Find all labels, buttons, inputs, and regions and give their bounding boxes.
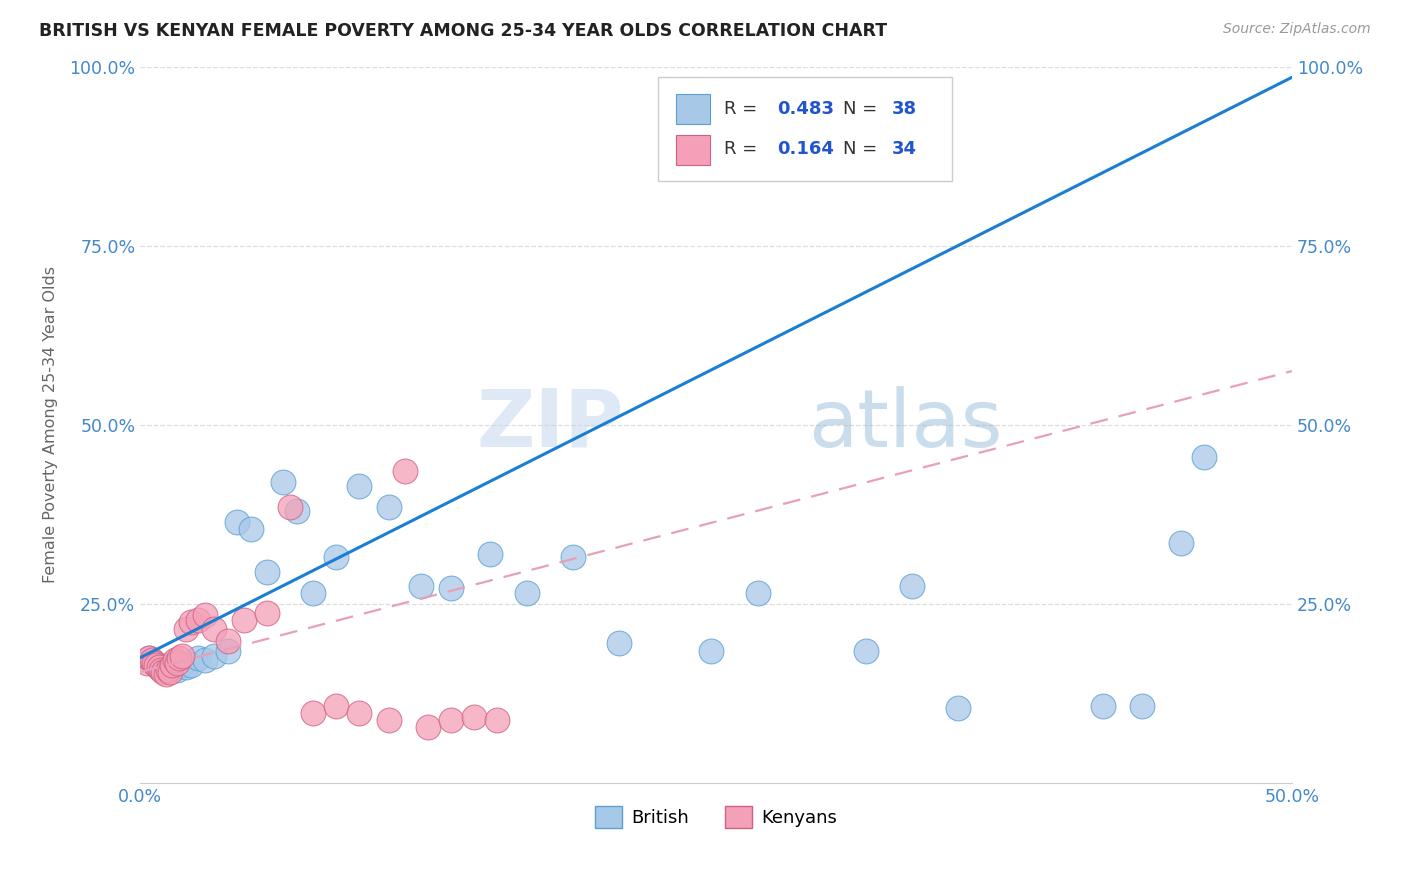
Text: 0.164: 0.164 bbox=[778, 140, 834, 158]
Text: R =: R = bbox=[724, 100, 763, 118]
Point bbox=[607, 636, 630, 650]
Point bbox=[141, 653, 163, 667]
Point bbox=[411, 579, 433, 593]
Point bbox=[145, 657, 167, 672]
Point bbox=[347, 706, 370, 720]
Point bbox=[174, 622, 197, 636]
Point bbox=[180, 615, 202, 629]
Point bbox=[562, 550, 585, 565]
Point bbox=[440, 581, 463, 595]
Point bbox=[1194, 450, 1216, 464]
Point bbox=[463, 710, 485, 724]
Point bbox=[325, 550, 347, 565]
Point bbox=[217, 634, 239, 648]
Point bbox=[479, 547, 502, 561]
Bar bbox=[676, 94, 710, 124]
Point bbox=[159, 665, 181, 679]
Point bbox=[271, 475, 294, 490]
Text: BRITISH VS KENYAN FEMALE POVERTY AMONG 25-34 YEAR OLDS CORRELATION CHART: BRITISH VS KENYAN FEMALE POVERTY AMONG 2… bbox=[39, 22, 887, 40]
Point bbox=[152, 665, 174, 679]
Point bbox=[239, 522, 262, 536]
Point bbox=[163, 653, 186, 667]
Point bbox=[187, 650, 209, 665]
Point bbox=[418, 720, 440, 734]
Point bbox=[155, 667, 177, 681]
Point bbox=[180, 657, 202, 672]
Point bbox=[143, 656, 166, 670]
Point bbox=[143, 656, 166, 670]
Point bbox=[136, 656, 159, 670]
Point bbox=[325, 698, 347, 713]
Point bbox=[166, 656, 188, 670]
Point bbox=[170, 648, 193, 663]
FancyBboxPatch shape bbox=[658, 78, 952, 181]
Point bbox=[394, 464, 416, 478]
Text: 38: 38 bbox=[893, 100, 917, 118]
Point bbox=[226, 515, 249, 529]
Point bbox=[152, 663, 174, 677]
Point bbox=[162, 660, 184, 674]
Point bbox=[232, 613, 254, 627]
Point bbox=[194, 653, 217, 667]
Point bbox=[855, 643, 877, 657]
Point bbox=[378, 500, 401, 515]
Point bbox=[1130, 698, 1153, 713]
Point bbox=[1092, 698, 1115, 713]
Point bbox=[156, 663, 179, 677]
Point bbox=[202, 622, 225, 636]
Point bbox=[149, 663, 172, 677]
Text: ZIP: ZIP bbox=[477, 386, 624, 464]
Point bbox=[516, 586, 538, 600]
Point bbox=[302, 706, 325, 720]
Point bbox=[194, 607, 217, 622]
Text: atlas: atlas bbox=[808, 386, 1002, 464]
Point bbox=[217, 643, 239, 657]
Text: R =: R = bbox=[724, 140, 763, 158]
Text: 34: 34 bbox=[893, 140, 917, 158]
Point bbox=[256, 565, 278, 579]
Point bbox=[162, 657, 184, 672]
Point bbox=[1170, 536, 1192, 550]
Point bbox=[700, 643, 723, 657]
Point bbox=[285, 504, 308, 518]
Text: 0.483: 0.483 bbox=[778, 100, 834, 118]
Point bbox=[747, 586, 769, 600]
Point bbox=[440, 713, 463, 727]
Point bbox=[138, 650, 160, 665]
Point bbox=[148, 661, 170, 675]
Point bbox=[347, 479, 370, 493]
Point bbox=[202, 648, 225, 663]
Bar bbox=[676, 135, 710, 165]
Text: Source: ZipAtlas.com: Source: ZipAtlas.com bbox=[1223, 22, 1371, 37]
Y-axis label: Female Poverty Among 25-34 Year Olds: Female Poverty Among 25-34 Year Olds bbox=[44, 267, 58, 583]
Point bbox=[148, 660, 170, 674]
Legend: British, Kenyans: British, Kenyans bbox=[588, 798, 844, 835]
Point bbox=[166, 663, 188, 677]
Point bbox=[169, 650, 191, 665]
Point bbox=[170, 657, 193, 672]
Point bbox=[256, 606, 278, 620]
Point bbox=[278, 500, 301, 515]
Point bbox=[901, 579, 924, 593]
Point bbox=[174, 660, 197, 674]
Point bbox=[156, 657, 179, 672]
Point bbox=[378, 713, 401, 727]
Point bbox=[138, 650, 160, 665]
Text: N =: N = bbox=[842, 100, 883, 118]
Point bbox=[946, 701, 969, 715]
Point bbox=[187, 613, 209, 627]
Point bbox=[486, 713, 509, 727]
Text: N =: N = bbox=[842, 140, 883, 158]
Point bbox=[302, 586, 325, 600]
